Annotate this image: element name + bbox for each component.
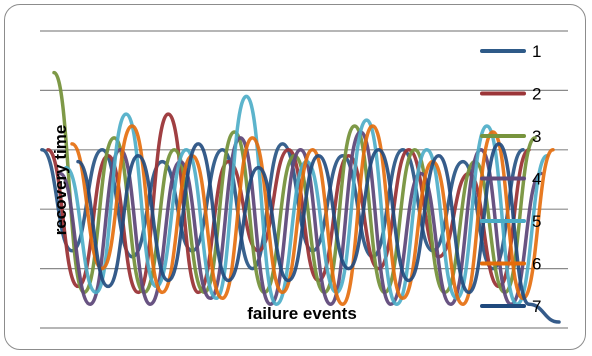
legend-item-5: 5 xyxy=(480,212,541,231)
legend-item-2: 2 xyxy=(480,85,541,104)
legend-item-4: 4 xyxy=(480,170,541,189)
x-axis-title: failure events xyxy=(247,304,357,323)
legend-item-6: 6 xyxy=(480,255,541,274)
legend-item-1: 1 xyxy=(480,42,541,61)
legend-label: 2 xyxy=(532,85,541,104)
legend-label: 3 xyxy=(532,127,541,146)
series-line-6 xyxy=(70,124,555,306)
legend-item-7: 7 xyxy=(480,297,541,316)
legend-label: 4 xyxy=(532,170,541,189)
legend-label: 1 xyxy=(532,42,541,61)
plot-area xyxy=(40,70,561,324)
series-line-7 xyxy=(76,142,561,324)
legend-label: 6 xyxy=(532,255,541,274)
legend-label: 5 xyxy=(532,212,541,231)
legend: 1 2 3 4 5 6 7 xyxy=(480,42,541,316)
legend-label: 7 xyxy=(532,297,541,316)
legend-item-3: 3 xyxy=(480,127,541,146)
y-axis-title: recovery time xyxy=(51,125,70,236)
